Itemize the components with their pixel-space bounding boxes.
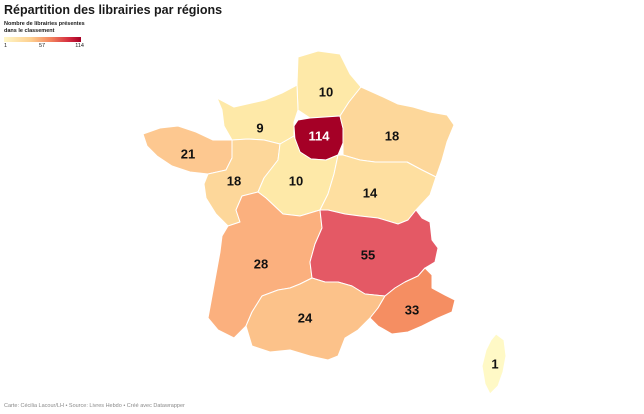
label-corse: 1	[491, 357, 498, 372]
label-bretagne: 21	[181, 147, 195, 162]
label-nouvelle-aquitaine: 28	[254, 257, 268, 272]
label-auvergne-rhone-alpes: 55	[361, 248, 375, 263]
region-corse[interactable]	[481, 333, 507, 395]
label-grand-est: 18	[385, 129, 399, 144]
legend-tick-max: 114	[75, 43, 84, 49]
label-normandie: 9	[256, 121, 263, 136]
chart-title: Répartition des librairies par régions	[4, 3, 223, 17]
label-pays-de-la-loire: 18	[227, 174, 241, 189]
legend-title: Nombre de librairies présentes dans le c…	[4, 21, 94, 35]
legend-tick-min: 1	[4, 43, 8, 49]
legend-title-line-2: dans le classement	[4, 28, 55, 34]
legend-title-line-1: Nombre de librairies présentes	[4, 21, 85, 27]
region-provence-alpes-cote-d-azur[interactable]	[369, 267, 456, 335]
label-occitanie: 24	[298, 311, 313, 326]
label-hauts-de-france: 10	[319, 85, 333, 100]
label-centre-val-de-loire: 10	[289, 174, 303, 189]
credits-footer: Carte: Cécilia Lacour/LH • Source: Livre…	[4, 403, 185, 409]
color-legend: Nombre de librairies présentes dans le c…	[4, 21, 94, 49]
label-ile-de-france: 114	[309, 129, 331, 144]
legend-ticks: 1 57 114	[4, 42, 84, 49]
label-bourgogne-franche-comte: 14	[363, 186, 378, 201]
legend-color-scale	[4, 37, 81, 42]
legend-tick-mid: 57	[39, 43, 46, 49]
label-provence-alpes-cote-d-azur: 33	[405, 303, 419, 318]
